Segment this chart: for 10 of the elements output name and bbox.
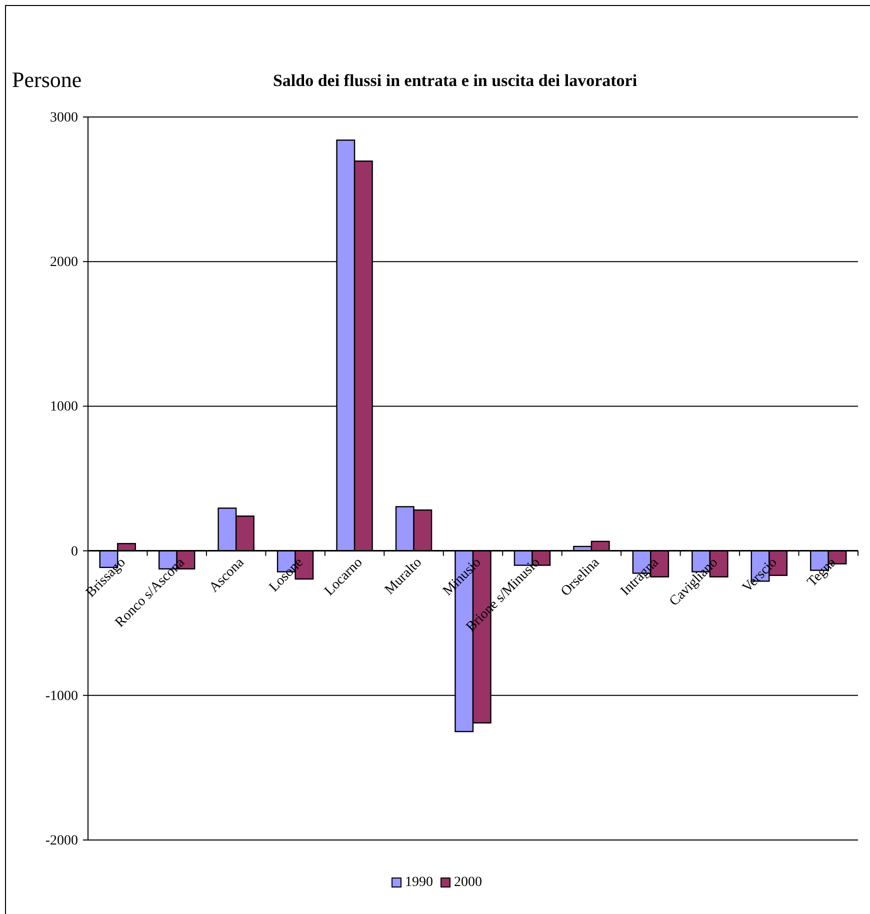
- y-tick-label: -1000: [45, 688, 78, 704]
- y-tick-label: 1000: [50, 400, 78, 415]
- y-tick-label: 3000: [50, 110, 78, 126]
- y-tick-label: 2000: [50, 255, 78, 270]
- y-tick-label: 0: [71, 544, 78, 560]
- y-tick-label: -2000: [45, 833, 78, 848]
- legend-label: 1990: [405, 875, 433, 890]
- legend-label: 2000: [454, 875, 482, 890]
- chart-title: Saldo dei flussi in entrata e in uscita dei lavoratori: [272, 70, 638, 90]
- y-axis-title: Persone: [12, 67, 82, 92]
